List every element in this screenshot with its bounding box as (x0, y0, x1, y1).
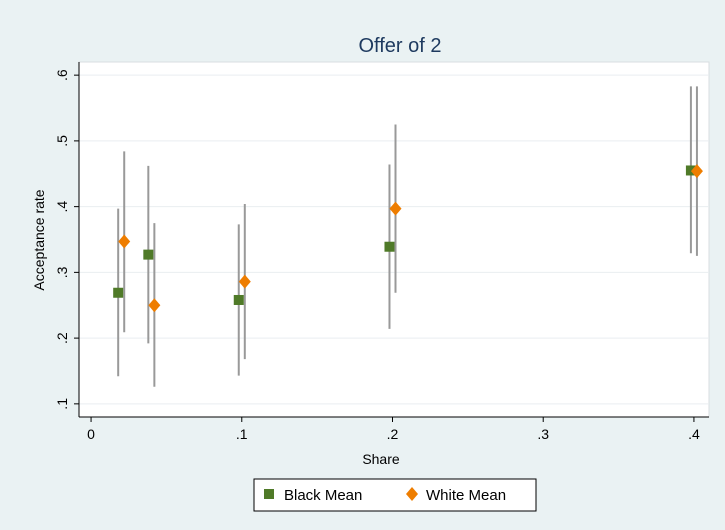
y-tick-label: .3 (54, 266, 70, 278)
grid-lines (79, 74, 709, 405)
point-white-mean (238, 274, 251, 289)
legend-swatch-black-mean (264, 489, 274, 499)
point-white-mean (148, 298, 161, 313)
legend-label-black-mean: Black Mean (284, 487, 362, 504)
legend: Black Mean White Mean (253, 478, 537, 512)
point-black-mean (384, 241, 395, 252)
y-axis-label: Acceptance rate (31, 189, 47, 290)
x-tick-label: .2 (387, 426, 399, 442)
point-black-mean (685, 165, 696, 176)
legend-swatch-white-mean (406, 487, 418, 501)
point-black-mean (143, 249, 154, 260)
x-tick-label: 0 (87, 426, 95, 442)
y-tick-label: .4 (54, 201, 70, 213)
legend-box (253, 478, 537, 512)
y-tick-label: .1 (54, 398, 70, 410)
point-black-mean (113, 287, 124, 298)
point-white-mean (118, 234, 131, 249)
data-markers (113, 164, 703, 313)
point-black-mean (233, 294, 244, 305)
x-tick-label: .1 (236, 426, 248, 442)
x-axis-label: Share (362, 451, 400, 467)
x-tick-label: .4 (688, 426, 700, 442)
point-white-mean (690, 164, 703, 179)
y-tick-label: .5 (54, 135, 70, 147)
y-tick-label: .2 (54, 332, 70, 344)
y-tick-label: .6 (54, 69, 70, 81)
plot-area (78, 61, 710, 418)
axes: .1 .2 .3 .4 .5 .6 0 .1 .2 .3 .4 (54, 62, 709, 442)
point-white-mean (389, 201, 402, 216)
x-tick-label: .3 (537, 426, 549, 442)
legend-label-white-mean: White Mean (426, 487, 506, 504)
chart-title: Offer of 2 (358, 35, 441, 57)
